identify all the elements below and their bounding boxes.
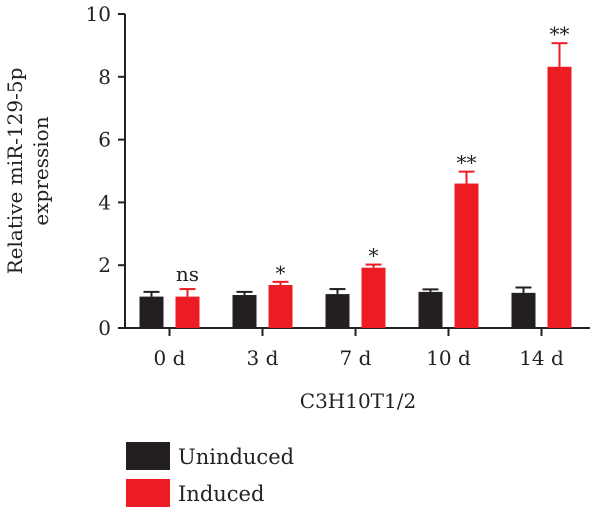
y-tick-label: 8: [98, 65, 111, 89]
induced-bar: [268, 284, 293, 328]
x-tick-label: 14 d: [519, 346, 564, 370]
y-tick-label: 10: [86, 2, 111, 26]
induced-bar: [175, 296, 200, 328]
y-tick-label: 0: [98, 316, 111, 340]
y-axis-title-line1: Relative miR-129-5p: [3, 68, 27, 275]
significance-label: *: [276, 261, 286, 285]
induced-bar: [547, 66, 572, 328]
uninduced-bar: [511, 292, 536, 328]
y-tick-label: 4: [98, 190, 111, 214]
y-tick-label: 2: [98, 253, 111, 277]
induced-bar: [361, 267, 386, 328]
legend-swatch-uninduced: [126, 442, 170, 470]
legend-label-uninduced: Uninduced: [178, 445, 294, 469]
legend: Uninduced Induced: [126, 442, 294, 507]
significance-label: *: [369, 244, 379, 268]
x-tick-labels: 0 d 3 d 7 d 10 d 14 d: [154, 328, 564, 370]
x-tick-label: 10 d: [426, 346, 471, 370]
x-tick-label: 0 d: [154, 346, 186, 370]
uninduced-bar: [232, 295, 257, 328]
significance-label: ns: [176, 262, 199, 286]
uninduced-bar: [139, 296, 164, 328]
significance-label: **: [550, 22, 570, 46]
x-axis-title: C3H10T1/2: [300, 389, 416, 413]
legend-label-induced: Induced: [178, 482, 264, 506]
significance-label: **: [457, 151, 477, 175]
y-tick-label: 6: [98, 128, 111, 152]
y-axis-title-line2: expression: [29, 116, 53, 225]
x-tick-label: 3 d: [247, 346, 279, 370]
bars: ns ******: [139, 22, 572, 328]
legend-swatch-induced: [126, 479, 170, 507]
induced-bar: [454, 183, 479, 328]
x-tick-label: 7 d: [340, 346, 372, 370]
y-ticks: 0 2 4 6 8 10: [86, 2, 125, 340]
uninduced-bar: [418, 291, 443, 328]
uninduced-bar: [325, 294, 350, 328]
